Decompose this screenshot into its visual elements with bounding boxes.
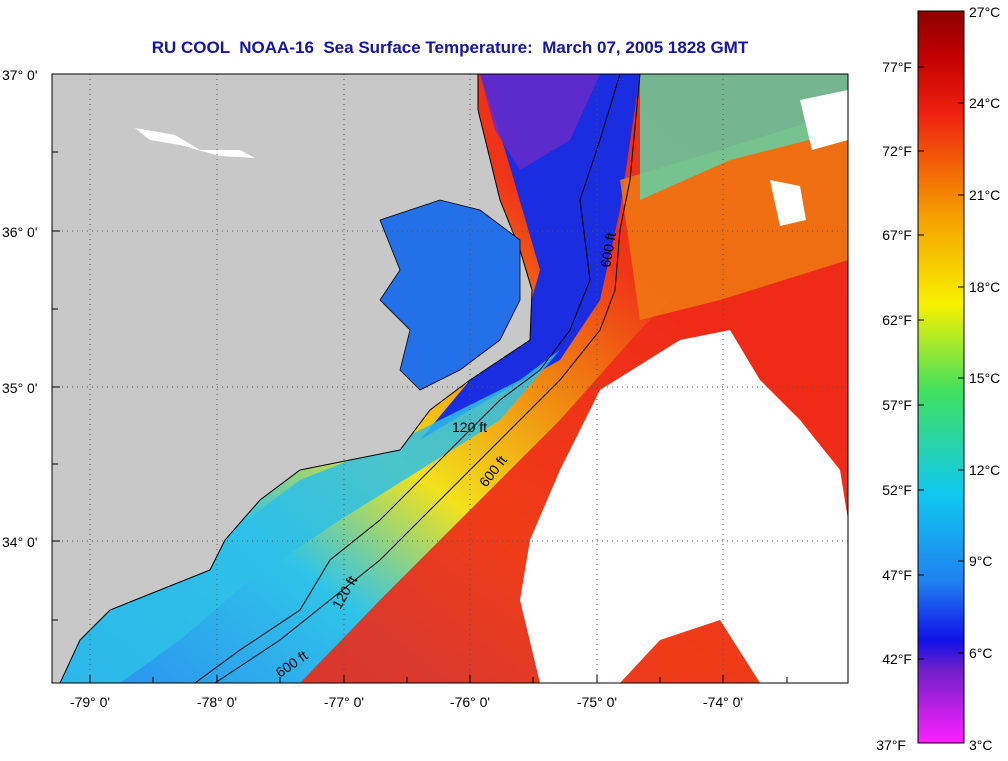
lon-label: -77° 0' bbox=[324, 694, 364, 710]
cloud-cover bbox=[520, 330, 848, 683]
lon-label: -74° 0' bbox=[703, 694, 743, 710]
contour-label-600: 600 ft bbox=[597, 231, 619, 268]
colorbar-label-c: 21°C bbox=[969, 187, 1000, 203]
map-title: RU COOL NOAA-16 Sea Surface Temperature:… bbox=[151, 38, 749, 57]
lat-ticks bbox=[52, 73, 60, 621]
colorbar-label-f: 42°F bbox=[882, 651, 912, 667]
lon-label: -78° 0' bbox=[197, 694, 237, 710]
lon-label: -76° 0' bbox=[450, 694, 490, 710]
colorbar-label-f: 67°F bbox=[882, 227, 912, 243]
contour-label-120: 120 ft bbox=[452, 419, 487, 435]
inland-lake bbox=[135, 128, 255, 158]
cloud-patch bbox=[800, 90, 848, 150]
coldest-water-region bbox=[480, 74, 600, 170]
cloud-patch bbox=[770, 180, 806, 226]
lat-label: 36° 0' bbox=[2, 224, 38, 240]
colorbar-label-f: 57°F bbox=[882, 397, 912, 413]
contour-600ft bbox=[214, 73, 641, 684]
lon-label: -79° 0' bbox=[70, 694, 110, 710]
colorbar-label-f: 37°F bbox=[876, 737, 906, 753]
colorbar-label-f: 52°F bbox=[882, 482, 912, 498]
colorbar: 27°C 24°C 21°C 18°C 15°C 12°C 9°C 6°C 3°… bbox=[876, 4, 1000, 753]
shelf-water bbox=[52, 350, 560, 683]
colorbar-label-f: 47°F bbox=[882, 567, 912, 583]
map-panel: 120 ft 600 ft 120 ft 600 ft 600 ft bbox=[51, 73, 848, 684]
colorbar-label-f: 77°F bbox=[882, 59, 912, 75]
lon-ticks bbox=[89, 675, 788, 683]
colorbar-label-c: 12°C bbox=[969, 462, 1000, 478]
colorbar-label-c: 18°C bbox=[969, 279, 1000, 295]
slope-water bbox=[620, 110, 848, 320]
colorbar-label-c: 24°C bbox=[969, 95, 1000, 111]
contour-120ft bbox=[194, 73, 621, 684]
lon-label: -75° 0' bbox=[577, 694, 617, 710]
colorbar-label-c: 3°C bbox=[969, 737, 993, 753]
colorbar-label-c: 9°C bbox=[969, 553, 993, 569]
pamlico-sound bbox=[379, 199, 521, 391]
map-frame bbox=[51, 73, 849, 684]
colorbar-label-f: 72°F bbox=[882, 143, 912, 159]
colorbar-label-c: 27°C bbox=[969, 4, 1000, 20]
cold-water-region bbox=[420, 74, 640, 440]
lat-label: 37° 0' bbox=[2, 67, 38, 83]
lat-label: 34° 0' bbox=[2, 534, 38, 550]
colorbar-label-f: 62°F bbox=[882, 312, 912, 328]
northeast-cool-water bbox=[640, 74, 848, 200]
colorbar-label-c: 15°C bbox=[969, 370, 1000, 386]
colorbar-label-c: 6°C bbox=[969, 645, 993, 661]
colorbar-gradient bbox=[917, 10, 965, 744]
lat-label: 35° 0' bbox=[2, 380, 38, 396]
